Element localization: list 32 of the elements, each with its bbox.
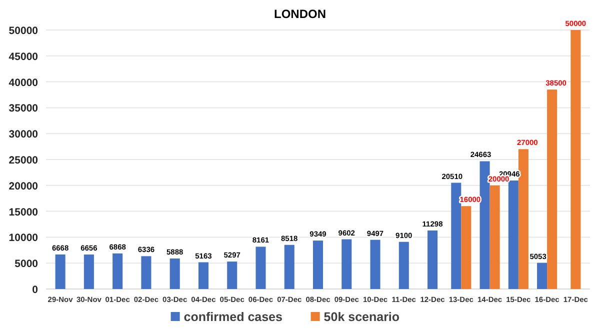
bar: [55, 254, 66, 289]
legend-label: 50k scenario: [324, 310, 400, 324]
legend-label: confirmed cases: [184, 310, 283, 324]
y-tick-label: 15000: [8, 206, 38, 218]
y-tick-label: 20000: [8, 180, 38, 192]
y-tick-label: 50000: [8, 25, 38, 37]
bar: [428, 230, 438, 289]
bar: [256, 246, 266, 289]
y-tick-label: 35000: [8, 102, 38, 115]
y-tick-label: 0: [32, 284, 38, 296]
bar: [284, 244, 294, 289]
y-tick-label: 10000: [8, 232, 38, 244]
bar: [141, 256, 152, 289]
bar: [84, 254, 94, 289]
chart-title: LONDON: [274, 7, 326, 21]
bar: [547, 90, 558, 289]
bar: [312, 240, 324, 289]
y-tick-label: 25000: [8, 154, 38, 166]
y-tick-label: 30000: [8, 128, 38, 141]
bar: [112, 253, 123, 289]
bar: [370, 240, 380, 289]
bar: [398, 242, 409, 289]
bar: [461, 206, 472, 289]
y-tick-label: 45000: [8, 50, 38, 63]
bar: [227, 262, 238, 289]
bar: [342, 239, 352, 289]
y-tick-label: 5000: [14, 258, 38, 270]
bar: [170, 258, 180, 289]
bar: [518, 149, 528, 289]
bar: [198, 262, 208, 289]
bar: [490, 185, 500, 289]
y-tick-label: 40000: [8, 76, 38, 89]
